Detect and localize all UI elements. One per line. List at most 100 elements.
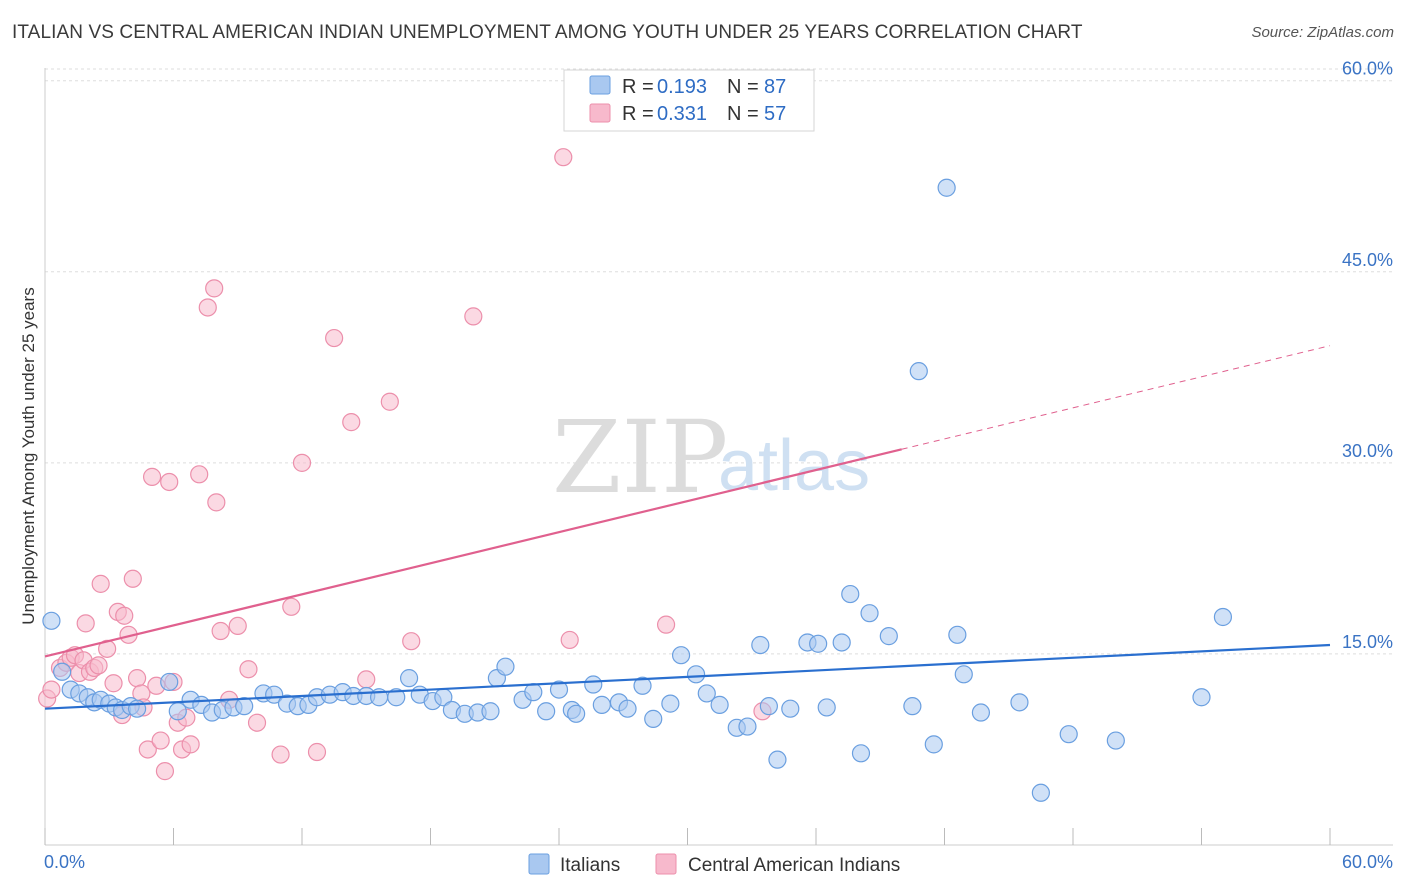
italians-point (235, 697, 254, 716)
italians-point (851, 744, 871, 763)
cai-point (656, 615, 676, 634)
x-ticks (44, 828, 1331, 845)
cai-point (181, 735, 200, 754)
cai-point (325, 328, 344, 348)
cai-point (228, 616, 247, 636)
italians-point (1106, 731, 1125, 750)
series-italians-points (42, 178, 1233, 802)
legend-box: R = 0.193 N = 87 R = 0.331 N = 57 (563, 69, 815, 132)
italians-point (160, 672, 179, 692)
cai-point (307, 742, 327, 762)
y-tick-labels: 15.0% 30.0% 45.0% 60.0% (1342, 59, 1393, 652)
italians-point (1213, 607, 1233, 627)
axes (44, 68, 1393, 846)
cai-point (380, 392, 399, 411)
italians-point (903, 697, 922, 716)
italians-point (954, 665, 973, 684)
italians-point (592, 695, 611, 714)
italians-point (832, 633, 851, 652)
cai-point (205, 279, 224, 298)
italians-point (537, 702, 556, 721)
legend-r-label-cai: R = (622, 103, 654, 125)
italians-point (841, 584, 860, 604)
italians-point (860, 604, 879, 623)
italians-point (618, 699, 637, 718)
italians-point (42, 611, 61, 630)
legend-n-value-cai: 57 (764, 103, 786, 125)
italians-point (671, 646, 691, 665)
italians-point (549, 680, 569, 699)
cai-point (554, 148, 573, 167)
cai-point (198, 298, 217, 317)
cai-point (89, 656, 108, 675)
bottom-legend-swatch-cai (655, 853, 677, 875)
cai-point (142, 467, 162, 486)
cai-point (271, 745, 290, 764)
italians-point (937, 178, 956, 197)
italians-point (751, 635, 770, 655)
italians-point (644, 709, 663, 728)
cai-point (76, 614, 95, 633)
italians-point (710, 695, 729, 714)
italians-point (53, 662, 72, 681)
legend-swatch-italians (589, 75, 611, 95)
cai-point (115, 606, 134, 625)
y-tick-label: 30.0% (1342, 441, 1393, 461)
italians-point (584, 675, 603, 694)
italians-point (387, 688, 406, 707)
cai-point (282, 597, 301, 616)
italians-point (1031, 783, 1050, 802)
series-central-american-indians-points (38, 148, 772, 781)
italians-point (567, 704, 586, 723)
cai-point (160, 472, 179, 492)
italians-point (399, 669, 419, 688)
y-tick-label: 45.0% (1342, 250, 1393, 270)
italians-point (738, 717, 757, 736)
legend-n-label-cai: N = (727, 103, 759, 125)
cai-trend-line (44, 448, 902, 658)
cai-point (239, 660, 258, 679)
cai-point (42, 680, 61, 699)
cai-point (127, 669, 147, 688)
legend-r-value-cai: 0.331 (657, 103, 707, 125)
italians-point (496, 657, 515, 676)
cai-point (247, 713, 267, 732)
cai-point (190, 465, 209, 484)
italians-point (879, 627, 898, 646)
x-tick-label-max: 60.0% (1342, 852, 1393, 872)
italians-point (781, 699, 800, 718)
y-tick-label: 15.0% (1342, 632, 1393, 652)
italians-point (1010, 693, 1029, 712)
cai-point (207, 493, 226, 512)
cai-point (342, 413, 361, 432)
cai-point (104, 674, 123, 693)
chart-source: Source: ZipAtlas.com (1251, 24, 1394, 41)
legend-n-label-italians: N = (727, 76, 759, 98)
legend-n-value-italians: 87 (764, 76, 786, 98)
italians-point (697, 684, 716, 703)
cai-trend-line-extrapolated (901, 345, 1331, 450)
italians-point (809, 634, 828, 653)
cai-point (292, 453, 312, 472)
italians-point (686, 665, 706, 684)
italians-point (948, 625, 967, 644)
trend-lines (44, 345, 1331, 710)
italians-point (481, 702, 500, 721)
italians-point (909, 362, 928, 381)
italians-trend-line (44, 643, 1331, 710)
legend-r-label-italians: R = (622, 76, 654, 98)
cai-point (123, 569, 142, 588)
legend-swatch-cai (589, 103, 611, 123)
cai-point (151, 731, 170, 750)
italians-point (1192, 688, 1211, 707)
italians-point (971, 703, 991, 722)
italians-point (661, 694, 680, 713)
cai-point (464, 307, 483, 326)
cai-point (91, 574, 110, 593)
italians-point (924, 735, 943, 754)
italians-point (633, 676, 652, 695)
cai-point (138, 740, 157, 759)
bottom-legend-label-italians: Italians (560, 855, 620, 876)
italians-point (759, 697, 778, 716)
